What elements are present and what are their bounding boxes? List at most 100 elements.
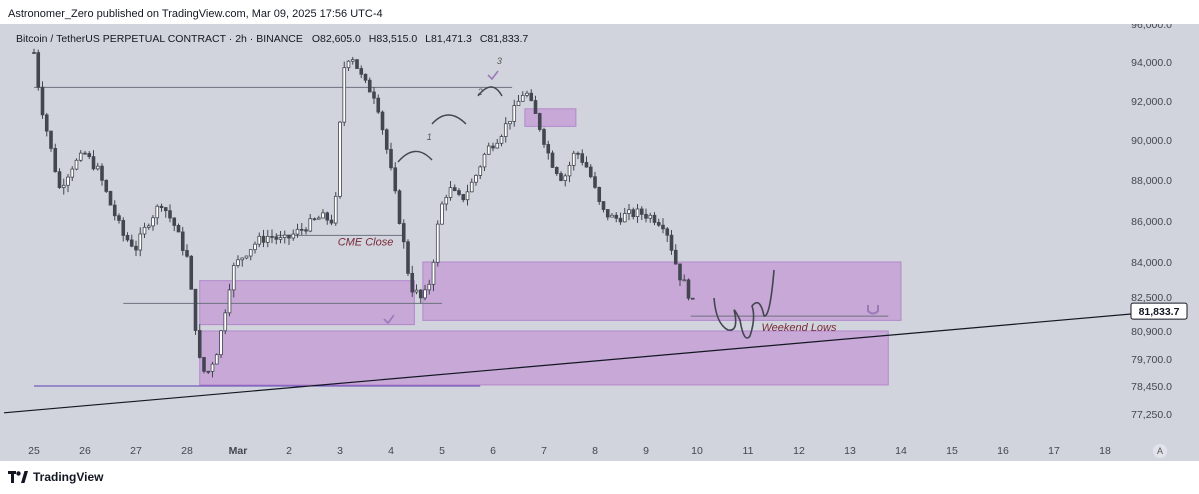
candle-body: [321, 212, 325, 219]
candle-body: [129, 239, 134, 247]
candle-body: [435, 223, 440, 263]
candle-body: [359, 68, 364, 75]
candle-body: [346, 60, 351, 69]
candle-body: [202, 357, 206, 372]
candle-body: [631, 209, 636, 218]
candle-body: [440, 203, 444, 225]
candle-body: [448, 187, 453, 198]
candle-body: [665, 228, 670, 236]
published-text: Astronomer_Zero published on TradingView…: [8, 8, 383, 20]
time-tick-label: 8: [592, 445, 598, 457]
price-tick-label: 82,500.0: [1131, 292, 1172, 304]
time-tick-label: 2: [286, 445, 292, 457]
candle-body: [584, 162, 589, 168]
arc-3: [477, 86, 503, 97]
candle-body: [172, 217, 177, 226]
time-tick-label: 4: [388, 445, 394, 457]
zone-box-4: [524, 108, 577, 127]
candle-body: [295, 228, 300, 235]
price-axis[interactable]: 96,000.0 94,000.0 92,000.0 90,000.0 88,000.0…: [1131, 19, 1172, 421]
candle-body: [278, 237, 283, 240]
candle-body: [588, 166, 593, 178]
lines-layer: [3, 86, 1164, 414]
candle-body: [83, 152, 87, 155]
candle-body: [567, 164, 572, 177]
candle-body: [49, 130, 53, 149]
candle-body: [104, 179, 109, 192]
time-tick-label: 16: [997, 445, 1009, 457]
candle-body: [512, 105, 517, 122]
candle-body: [180, 231, 185, 251]
labels-layer: CME Close Weekend Lows 1 2 3: [338, 56, 837, 334]
candle-body: [491, 145, 495, 149]
candle-body: [185, 250, 189, 257]
candle-body: [546, 144, 551, 154]
candle-body: [61, 184, 66, 188]
candle-body: [112, 204, 117, 217]
time-tick-label: 17: [1048, 445, 1060, 457]
candle-body: [593, 176, 597, 188]
time-tick-label: 6: [490, 445, 496, 457]
price-tick-label: 78,450.0: [1131, 381, 1172, 393]
candle-body: [563, 175, 568, 181]
candle-body: [367, 79, 372, 93]
candle-body: [189, 255, 194, 290]
time-tick-label: 18: [1099, 445, 1111, 457]
candle-body: [240, 257, 245, 261]
drawings-layer: [383, 70, 879, 339]
time-tick-label: 14: [895, 445, 907, 457]
time-axis[interactable]: 25 26 27 28 Mar 2 3 4 5 6 7 8 9 10 11 12 13 14 15 16 17 18: [28, 445, 1111, 457]
time-tick-label: 26: [79, 445, 91, 457]
candle-body: [644, 213, 648, 219]
candle-body: [146, 225, 151, 228]
candle-body: [495, 142, 500, 149]
candle-body: [253, 243, 257, 251]
candle-body: [678, 263, 682, 281]
candle-body: [478, 166, 483, 176]
candle-body: [70, 168, 75, 178]
candle-body: [206, 370, 211, 373]
candle-body: [542, 129, 546, 145]
candle-body: [414, 289, 419, 293]
candle-body: [210, 363, 215, 372]
auto-scale-button[interactable]: A: [1153, 444, 1167, 458]
candle-body: [635, 208, 640, 218]
candle-body: [482, 153, 487, 168]
last-price-badge: 81,833.7: [1130, 302, 1188, 320]
candle-body: [363, 73, 368, 81]
candle-body: [66, 176, 70, 186]
time-tick-label: 13: [844, 445, 856, 457]
last-price-label: 81,833.7: [1139, 306, 1180, 318]
legend-symbol: Bitcoin / TetherUS PERPETUAL CONTRACT · …: [16, 33, 303, 45]
candle-body: [648, 214, 653, 219]
candle-body: [176, 225, 181, 233]
candle-body: [686, 279, 691, 299]
candle-body: [431, 261, 436, 285]
tradingview-logo[interactable]: TradingView: [8, 470, 103, 484]
candle-body: [427, 283, 432, 291]
candle-body: [571, 152, 576, 166]
time-tick-label: 5: [439, 445, 445, 457]
candle-body: [155, 205, 160, 219]
time-tick-label: 11: [743, 445, 754, 457]
candle-body: [380, 111, 385, 131]
candle-body: [227, 289, 232, 314]
projection-path: [713, 269, 775, 339]
arc-1: [397, 150, 433, 163]
candle-body: [142, 226, 147, 235]
candle-body: [95, 165, 100, 170]
candle-body: [627, 209, 631, 214]
candle-body: [270, 235, 274, 238]
time-tick-label: 27: [130, 445, 142, 457]
chart-area[interactable]: CME Close Weekend Lows 1 2 3 Bitcoin / Tethe…: [0, 19, 1199, 461]
candle-body: [410, 272, 415, 293]
candle-body: [91, 156, 96, 170]
magnet-icon: [867, 305, 879, 315]
checkmark-icon: [383, 314, 395, 325]
candle-body: [53, 148, 58, 173]
candle-body: [559, 173, 563, 181]
candle-body: [673, 249, 678, 265]
candle-body: [287, 234, 291, 239]
candle-body: [151, 217, 155, 227]
